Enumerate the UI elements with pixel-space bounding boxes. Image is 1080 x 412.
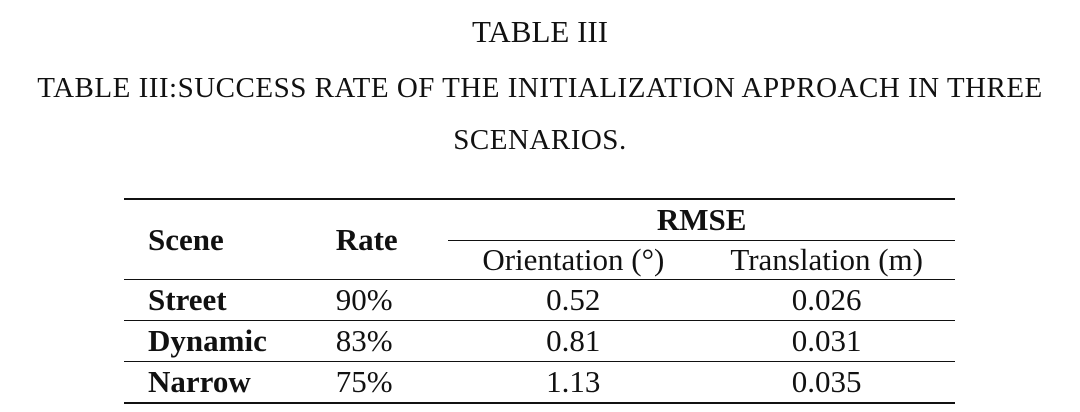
table-row: Dynamic 83% 0.81 0.031 bbox=[124, 320, 955, 362]
header-rate: Rate bbox=[335, 221, 398, 257]
scene-cell: Street bbox=[148, 282, 227, 317]
header-row-top: Scene Rate RMSE bbox=[124, 199, 955, 257]
table-row: Street 90% 0.52 0.026 bbox=[124, 279, 955, 321]
header-translation: Translation (m) bbox=[730, 242, 923, 277]
rate-cell: 90% bbox=[335, 282, 393, 317]
header-rmse: RMSE bbox=[448, 199, 955, 241]
translation-cell: 0.031 bbox=[791, 323, 862, 358]
rate-cell: 75% bbox=[335, 364, 393, 399]
orientation-cell: 1.13 bbox=[546, 364, 601, 399]
header-orientation: Orientation (°) bbox=[482, 242, 665, 277]
header-scene: Scene bbox=[148, 221, 224, 257]
orientation-cell: 0.52 bbox=[546, 282, 601, 317]
results-table: Scene Rate RMSE Orientation (°) Translat… bbox=[124, 198, 955, 404]
translation-cell: 0.035 bbox=[791, 364, 862, 399]
table-number: TABLE III bbox=[471, 14, 609, 49]
rate-cell: 83% bbox=[335, 323, 393, 358]
header-row-sub: Orientation (°) Translation (m) bbox=[124, 241, 955, 280]
scene-cell: Dynamic bbox=[148, 323, 267, 358]
table-caption: TABLE III:SUCCESS RATE OF THE INITIALIZA… bbox=[37, 72, 1043, 156]
orientation-cell: 0.81 bbox=[546, 323, 601, 358]
translation-cell: 0.026 bbox=[791, 282, 862, 317]
scene-cell: Narrow bbox=[148, 364, 251, 399]
table-row: Narrow 75% 1.13 0.035 bbox=[124, 361, 955, 403]
